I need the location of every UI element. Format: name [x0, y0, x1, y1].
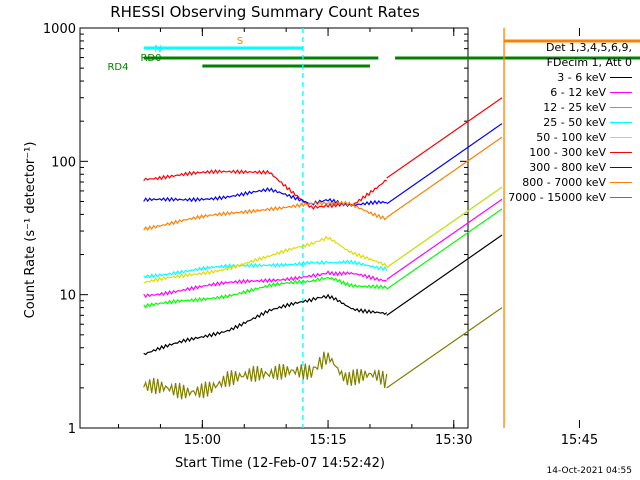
legend-entry-label: 6 - 12 keV	[550, 86, 606, 99]
legend-swatch	[610, 107, 632, 108]
y-tick-label: 100	[51, 155, 76, 170]
legend-entry: 800 - 7000 keV	[508, 175, 632, 190]
series-spike-4	[386, 186, 503, 268]
legend-entry-label: 300 - 800 keV	[529, 161, 606, 174]
x-axis-label: Start Time (12-Feb-07 14:52:42)	[175, 456, 385, 471]
series-spike-8	[386, 307, 503, 389]
series-spike-0	[386, 234, 503, 316]
series-line-8	[143, 351, 388, 400]
legend-entry-label: 7000 - 15000 keV	[508, 191, 606, 204]
chart-title: RHESSI Observing Summary Count Rates	[110, 3, 420, 21]
series-line-1	[143, 270, 387, 299]
legend-entry: 300 - 800 keV	[508, 160, 632, 175]
series-spike-2	[386, 208, 503, 290]
flag-label-rd4: RD4	[107, 62, 128, 73]
x-tick-label: 15:00	[184, 433, 221, 448]
legend-swatch	[610, 122, 632, 123]
legend-entry-label: 50 - 100 keV	[536, 131, 606, 144]
legend-swatch	[610, 182, 632, 183]
legend: Det 1,3,4,5,6,9, FDecim 1, Att 0 3 - 6 k…	[508, 40, 632, 205]
legend-entry: 50 - 100 keV	[508, 130, 632, 145]
legend-entry-label: 100 - 300 keV	[529, 146, 606, 159]
y-tick-label: 1000	[43, 22, 76, 37]
legend-header-2: FDecim 1, Att 0	[546, 56, 632, 69]
y-axis-label: Count Rate (s⁻¹ detector⁻¹)	[23, 142, 38, 319]
series-line-4	[143, 235, 388, 284]
legend-swatch	[610, 77, 632, 78]
legend-entry-label: 25 - 50 keV	[543, 116, 606, 129]
y-tick-label: 1	[68, 422, 76, 437]
axes: 110100100015:0015:1515:3015:4516:0016:15…	[43, 22, 598, 448]
flag-label-n: N	[154, 44, 161, 55]
x-tick-label: 15:45	[561, 433, 598, 448]
legend-entry: 3 - 6 keV	[508, 70, 632, 85]
footer-date: 14-Oct-2021 04:55	[546, 466, 632, 476]
series-spike-5	[386, 97, 503, 179]
plot-frame	[79, 27, 469, 429]
series-spike-6	[386, 123, 503, 205]
x-tick-label: 15:15	[309, 433, 346, 448]
series-lines	[143, 97, 503, 400]
legend-swatch	[610, 197, 632, 198]
legend-swatch	[610, 137, 632, 138]
legend-swatch	[610, 92, 632, 93]
legend-entry: 25 - 50 keV	[508, 115, 632, 130]
flag-label-rd0: RD0	[140, 53, 161, 64]
legend-entry-label: 800 - 7000 keV	[522, 176, 606, 189]
legend-entry: 7000 - 15000 keV	[508, 190, 632, 205]
legend-entry: 100 - 300 keV	[508, 145, 632, 160]
legend-entry: 12 - 25 keV	[508, 100, 632, 115]
series-line-7	[143, 200, 388, 231]
series-line-3	[143, 259, 388, 279]
x-tick-label: 15:30	[435, 433, 472, 448]
legend-entry-label: 3 - 6 keV	[557, 71, 606, 84]
legend-entry-label: 12 - 25 keV	[543, 101, 606, 114]
flag-label-s: S	[237, 36, 243, 47]
legend-header-1: Det 1,3,4,5,6,9,	[545, 41, 632, 54]
series-line-2	[143, 276, 388, 309]
legend-entry: 6 - 12 keV	[508, 85, 632, 100]
series-spike-1	[386, 198, 503, 280]
legend-swatch	[610, 167, 632, 168]
y-tick-label: 10	[59, 289, 76, 304]
series-line-0	[143, 293, 388, 356]
legend-swatch	[610, 152, 632, 153]
flag-bars: N S RD0 RD4	[107, 36, 640, 73]
vertical-markers	[302, 28, 505, 428]
series-spike-7	[386, 136, 503, 218]
legend-entries: 3 - 6 keV 6 - 12 keV 12 - 25 keV 25 - 50 ke…	[508, 70, 632, 205]
